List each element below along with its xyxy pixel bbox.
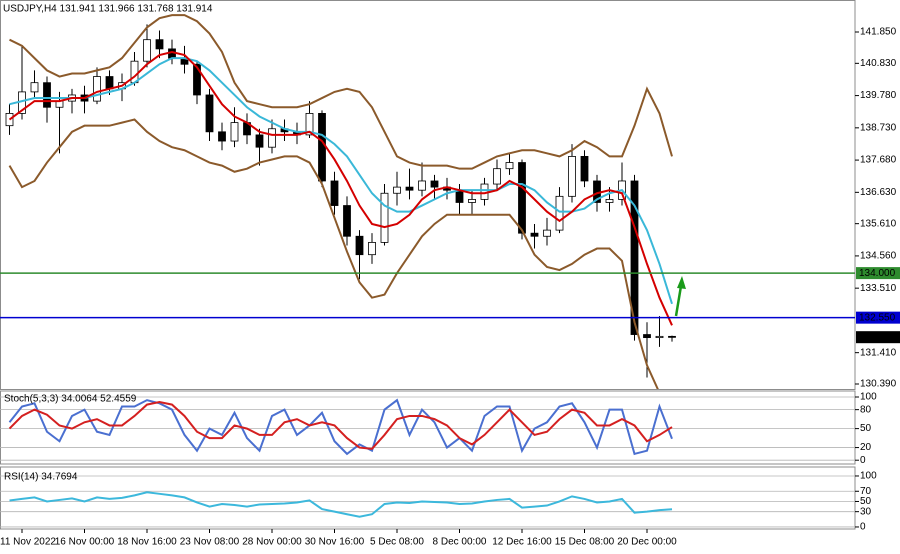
candle-body [355,235,364,256]
panel-content [5,14,676,389]
y-tick-label: 100 [860,392,877,403]
candle-body [255,134,264,148]
y-tick-label: 130.390 [860,379,897,390]
candle-body [43,82,51,108]
candle-body [493,168,501,185]
y-tick-label: 70 [860,486,872,497]
candle-body [305,112,314,136]
indicator-line [8,398,673,456]
x-tick-label: 16 Nov 00:00 [55,537,115,548]
x-tick-label: 20 Dec 00:00 [617,537,677,548]
y-tick-label: 50 [860,423,872,434]
main-frame [0,0,856,390]
y-tick-label: 20 [860,442,872,453]
candle-body [580,155,589,182]
x-tick-label: 18 Nov 16:00 [117,537,177,548]
candle-body [555,195,564,231]
candle-body [155,39,164,50]
candle-body [655,335,664,339]
candle-body [543,229,551,237]
candle-body [668,335,676,338]
x-tick-label: 12 Dec 16:00 [492,537,552,548]
y-tick-label: 133.510 [860,283,897,294]
candle-body [630,180,639,335]
rsi-frame [0,466,856,530]
y-tick-label: 100 [860,471,877,482]
arrow-shaft [674,285,683,317]
candle-body [330,180,339,206]
candle-body [93,76,101,102]
x-tick-label: 5 Dec 08:00 [370,537,424,548]
candle-body [30,82,39,93]
candle-body [318,112,326,182]
x-tick-label: 30 Nov 16:00 [305,537,365,548]
y-tick-label: 135.610 [860,218,897,229]
y-tick-label: 137.680 [860,155,897,166]
candle-body [568,155,576,197]
indicator-line [9,491,673,518]
chart-title: USDJPY,H4 131.941 131.966 131.768 131.91… [3,4,213,15]
level-label: 132.550 [859,312,896,323]
candle-body [643,334,651,339]
y-tick-label: 50 [860,496,872,507]
level-label-box [856,311,900,324]
candle-body [605,198,614,203]
y-tick-label: 0 [860,455,866,466]
candle-body [505,162,514,170]
candle-body [455,189,464,203]
x-tick-label: 15 Dec 08:00 [555,537,615,548]
indicator-line [9,57,673,305]
x-tick-label: 28 Nov 00:00 [242,537,302,548]
x-tick-label: 8 Dec 00:00 [433,537,487,548]
y-tick-label: 0 [860,522,866,533]
y-tick-label: 140.830 [860,58,897,69]
y-tick-label: 134.560 [860,251,897,262]
candle-body [343,205,351,237]
stoch-frame [0,390,856,465]
candle-body [193,63,201,96]
level-label: 134.000 [859,268,896,279]
indicator-line [8,118,659,389]
layer: 141.850 140.830 139.780 138.730 137.680 136.6… [0,14,900,548]
last-price-label: 131.914 [859,332,896,343]
last-price-box [856,331,900,344]
candle-body [143,39,151,62]
y-tick-label: 136.630 [860,187,897,198]
indicator-line [8,401,673,450]
y-tick-label: 30 [860,506,872,517]
stoch-title: Stoch(5,3,3) 34.0064 52.4559 [4,394,137,405]
candle-body [218,131,226,142]
indicator-line [9,14,673,170]
y-tick-label: 131.410 [860,347,897,358]
level-label-box [856,267,900,280]
candle-body [393,186,401,194]
x-tick-label: 23 Nov 08:00 [180,537,240,548]
candle-body [518,162,526,234]
candle-body [468,198,476,203]
candle-body [368,241,376,256]
candle-body [268,128,276,148]
rsi-title: RSI(14) 34.7694 [4,472,78,483]
y-tick-label: 138.730 [860,122,897,133]
panel-content [0,475,855,528]
candle-body [230,122,239,142]
panel-content [0,396,855,461]
panel-frames [0,0,856,530]
candle-body [205,94,214,133]
candle-body [405,186,414,191]
y-tick-label: 139.780 [860,90,897,101]
candle-body [105,76,114,90]
candle-body [418,180,426,191]
candle-body [430,180,439,188]
indicator-line [8,50,673,326]
forecast-arrow [674,276,686,317]
x-tick-label: 11 Nov 2022 [0,537,56,548]
candle-body [530,232,539,237]
y-tick-label: 141.850 [860,27,897,38]
y-tick-label: 80 [860,404,872,415]
arrow-head [677,276,686,289]
candle-body [380,192,389,243]
